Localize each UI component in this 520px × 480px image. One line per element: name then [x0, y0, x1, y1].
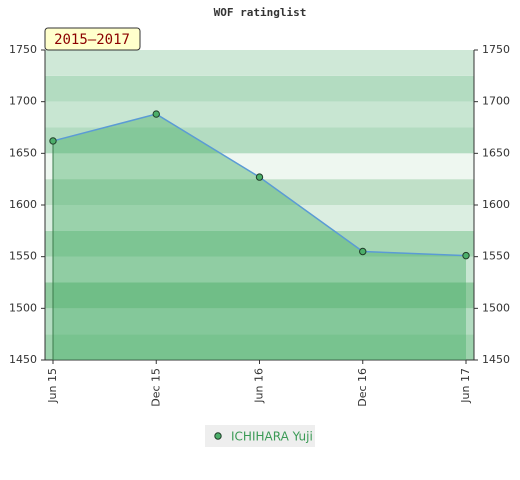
x-tick-label: Jun 16 — [253, 368, 266, 404]
point — [152, 110, 160, 118]
y2-tick-label: 1550 — [482, 250, 510, 263]
annotation: 2015–2017 — [54, 32, 130, 48]
y-tick-label: 1600 — [9, 198, 37, 211]
y2-tick-label: 1600 — [482, 198, 510, 211]
stripe — [45, 334, 474, 360]
point — [462, 251, 470, 260]
y-tick-label: 1650 — [9, 146, 37, 159]
y2-tick-label: 1450 — [482, 353, 510, 366]
x-tick-label: Dec 16 — [356, 368, 369, 407]
stripe — [45, 179, 474, 205]
x-tick-label: Jun 15 — [46, 368, 59, 404]
y2-tick-label: 1700 — [482, 95, 510, 108]
y-tick-label: 1700 — [9, 95, 37, 108]
y2-tick-label: 1650 — [482, 146, 510, 159]
stripe — [45, 308, 474, 335]
legend — [205, 425, 315, 447]
y2-tick-label: 1750 — [482, 43, 510, 56]
stripe — [45, 205, 474, 231]
y-tick-label: 1450 — [9, 353, 37, 366]
chart-title: WOF ratinglist — [214, 6, 307, 19]
stripe — [45, 256, 474, 283]
y-tick-label: 1550 — [9, 250, 37, 263]
y2-tick-label: 1500 — [482, 301, 510, 314]
stripe — [45, 75, 474, 102]
legend-label: ICHIHARA Yuji — [231, 430, 313, 444]
stripe — [45, 127, 474, 154]
point — [49, 137, 57, 145]
y-tick-label: 1500 — [9, 301, 37, 314]
y-tick-label: 1750 — [9, 43, 37, 56]
x-tick-label: Dec 15 — [149, 368, 162, 407]
stripe — [45, 50, 474, 76]
stripe — [45, 101, 474, 128]
area — [53, 114, 466, 360]
stripe — [45, 282, 474, 309]
annotation-box — [44, 27, 141, 51]
point — [359, 247, 367, 256]
point — [255, 173, 264, 181]
legend-marker — [214, 432, 222, 440]
x-tick-label: Jun 17 — [459, 368, 472, 404]
